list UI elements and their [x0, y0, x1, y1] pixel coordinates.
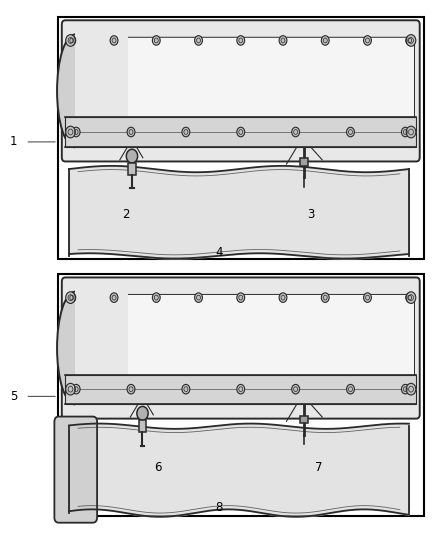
- Circle shape: [406, 292, 416, 303]
- Bar: [75, 25, 128, 157]
- Circle shape: [406, 383, 416, 395]
- Circle shape: [152, 293, 160, 302]
- Circle shape: [406, 126, 416, 138]
- Circle shape: [126, 149, 138, 163]
- Circle shape: [279, 293, 287, 302]
- Bar: [65, 375, 416, 404]
- Circle shape: [66, 35, 75, 46]
- Text: 5: 5: [10, 390, 18, 403]
- Circle shape: [66, 292, 75, 303]
- Circle shape: [346, 127, 354, 137]
- Circle shape: [127, 384, 135, 394]
- FancyBboxPatch shape: [62, 20, 420, 161]
- Text: 1: 1: [10, 135, 18, 148]
- Text: 4: 4: [215, 246, 223, 259]
- Circle shape: [292, 384, 300, 394]
- Bar: [65, 117, 416, 147]
- Circle shape: [292, 127, 300, 137]
- Text: 2: 2: [122, 208, 129, 221]
- Circle shape: [72, 127, 80, 137]
- Text: 3: 3: [307, 208, 314, 221]
- Text: 8: 8: [215, 501, 223, 514]
- Circle shape: [137, 407, 148, 420]
- Circle shape: [194, 293, 202, 302]
- Circle shape: [406, 293, 413, 302]
- Circle shape: [152, 36, 160, 45]
- Bar: [58, 17, 424, 259]
- Circle shape: [321, 293, 329, 302]
- Circle shape: [237, 384, 245, 394]
- Circle shape: [402, 127, 409, 137]
- FancyBboxPatch shape: [67, 294, 414, 402]
- Circle shape: [127, 127, 135, 137]
- Text: 6: 6: [154, 462, 162, 474]
- Bar: [128, 163, 136, 175]
- FancyBboxPatch shape: [54, 417, 97, 523]
- Circle shape: [402, 384, 409, 394]
- Bar: [300, 158, 308, 166]
- Circle shape: [237, 293, 245, 302]
- Ellipse shape: [57, 35, 93, 147]
- Circle shape: [364, 293, 371, 302]
- Text: 7: 7: [315, 462, 323, 474]
- Circle shape: [110, 293, 118, 302]
- Bar: [75, 282, 128, 414]
- Circle shape: [72, 384, 80, 394]
- FancyBboxPatch shape: [67, 37, 414, 144]
- Circle shape: [68, 36, 76, 45]
- Circle shape: [66, 126, 75, 138]
- Circle shape: [406, 36, 413, 45]
- Circle shape: [364, 36, 371, 45]
- FancyBboxPatch shape: [62, 278, 420, 418]
- Circle shape: [321, 36, 329, 45]
- Circle shape: [182, 384, 190, 394]
- Bar: [138, 420, 146, 432]
- Bar: [58, 274, 424, 516]
- Circle shape: [237, 36, 245, 45]
- Circle shape: [110, 36, 118, 45]
- Circle shape: [182, 127, 190, 137]
- Circle shape: [194, 36, 202, 45]
- Circle shape: [346, 384, 354, 394]
- Ellipse shape: [57, 292, 93, 405]
- Bar: [300, 416, 308, 423]
- Circle shape: [279, 36, 287, 45]
- Circle shape: [68, 293, 76, 302]
- Circle shape: [406, 35, 416, 46]
- Circle shape: [237, 127, 245, 137]
- Circle shape: [66, 383, 75, 395]
